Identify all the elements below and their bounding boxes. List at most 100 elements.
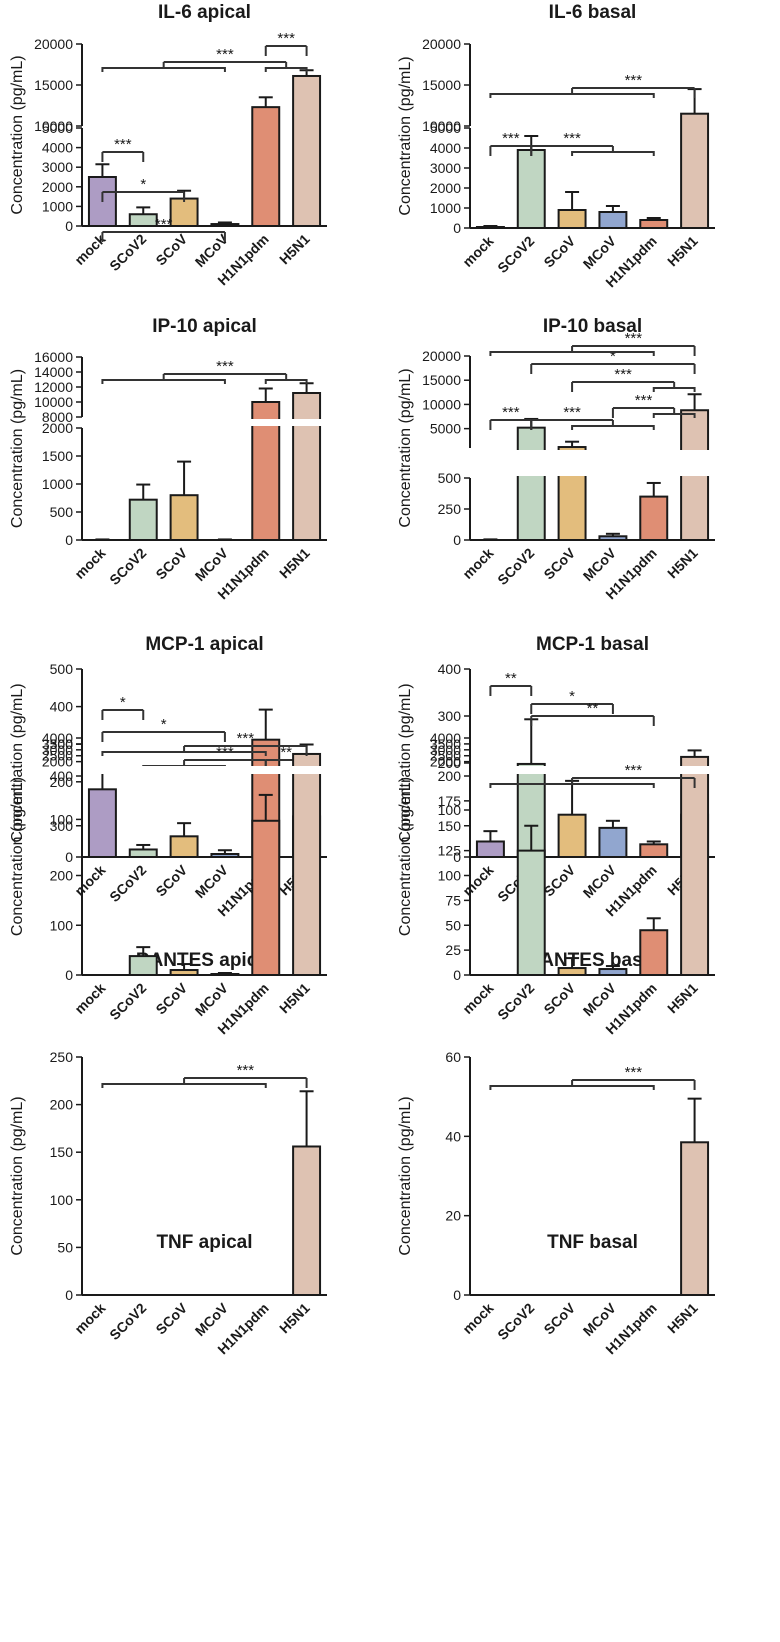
- significance-group: [652, 387, 696, 392]
- bar-h5n1: [680, 1141, 710, 1296]
- significance-label: ***: [625, 762, 643, 779]
- significance-label: ***: [502, 404, 520, 421]
- y-axis-label: Concentration (pg/mL): [397, 368, 414, 527]
- y-tick-label: 4000: [430, 140, 461, 156]
- chart-title: IL-6 basal: [549, 2, 637, 23]
- y-tick-label: 0: [65, 967, 73, 983]
- y-tick-label: 250: [438, 501, 462, 517]
- y-tick-label: 50: [57, 1239, 73, 1255]
- y-tick-label: 150: [50, 1144, 74, 1160]
- chart-title: MCP-1 basal: [536, 634, 649, 655]
- y-tick-label: 10000: [422, 118, 461, 134]
- y-tick-label: 8000: [42, 409, 73, 425]
- y-tick-label: 0: [453, 532, 461, 548]
- chart-panel: TNF basal Concentration (pg/mL) 0 20 40 60 moc…: [397, 1049, 715, 1357]
- chart-panel: TNF apical Concentration (pg/mL) 0 50 100 150…: [9, 1049, 327, 1357]
- y-tick-label: 10000: [34, 394, 73, 410]
- bar-h1n1pdm: [639, 843, 669, 858]
- chart-title: MCP-1 apical: [145, 634, 263, 655]
- significance-group: [571, 425, 655, 430]
- x-tick-label: MCoV: [580, 232, 620, 272]
- y-axis-label: Concentration (pg/mL): [397, 1096, 414, 1255]
- y-tick-label: 0: [453, 1287, 461, 1303]
- significance-label: ***: [216, 358, 234, 375]
- y-tick-label: 5000: [430, 120, 461, 136]
- x-tick-label: SCoV2: [106, 545, 149, 588]
- y-tick-label: 2000: [430, 180, 461, 196]
- y-tick-label: 150: [438, 818, 462, 834]
- x-tick-label: H5N1: [276, 231, 313, 268]
- x-tick-label: MCoV: [192, 544, 232, 584]
- y-tick-label: 3000: [430, 160, 461, 176]
- y-tick-label: 3000: [42, 742, 73, 758]
- bar-h1n1pdm: [251, 819, 281, 977]
- significance-label: ***: [237, 1062, 255, 1079]
- bar-scov2: [128, 498, 158, 541]
- significance-label: ***: [625, 330, 643, 347]
- y-tick-label: 20000: [422, 36, 461, 52]
- significance-group: [101, 67, 226, 72]
- axis-break-gap: [83, 766, 328, 774]
- y-axis-label: Concentration (pg/mL): [9, 55, 26, 214]
- bar-mcov: [598, 535, 628, 542]
- significance-label: ***: [277, 30, 295, 47]
- y-tick-label: 3000: [430, 742, 461, 758]
- y-tick-label: 1000: [430, 200, 461, 216]
- bar-scov: [557, 813, 587, 859]
- y-tick-label: 400: [50, 699, 74, 715]
- bar-h1n1pdm: [639, 929, 669, 976]
- bar-mcov: [598, 968, 628, 977]
- y-tick-label: 0: [453, 220, 461, 236]
- bar-scov2: [128, 213, 158, 228]
- y-tick-label: 2000: [42, 179, 73, 195]
- y-tick-label: 200: [438, 768, 462, 784]
- x-tick-label: SCoV2: [494, 980, 537, 1023]
- x-tick-label: SCoV: [152, 1299, 190, 1337]
- significance-label: ***: [635, 392, 653, 409]
- y-tick-label: 100: [50, 811, 74, 827]
- y-tick-label: 100: [438, 868, 462, 884]
- x-tick-label: SCoV: [540, 232, 578, 270]
- y-tick-label: 300: [50, 818, 74, 834]
- y-tick-label: 1500: [42, 448, 73, 464]
- y-tick-label: 3500: [430, 736, 461, 752]
- chart-panel: IP-10 basal Concentration (pg/mL) 0 250 500 5…: [397, 316, 716, 602]
- x-tick-label: H5N1: [664, 1300, 701, 1337]
- y-tick-label: 10000: [34, 118, 73, 134]
- y-tick-label: 2000: [42, 754, 73, 770]
- significance-label: ***: [625, 72, 643, 89]
- y-tick-label: 4000: [430, 730, 461, 746]
- y-tick-label: 4000: [42, 140, 73, 156]
- y-tick-label: 15000: [422, 77, 461, 93]
- significance-label: **: [505, 670, 517, 687]
- y-tick-label: 60: [445, 1049, 461, 1065]
- y-tick-label: 500: [438, 470, 462, 486]
- bar-h5n1: [292, 74, 322, 228]
- y-tick-label: 500: [50, 504, 74, 520]
- significance-group: [101, 1083, 267, 1088]
- y-tick-label: 300: [438, 708, 462, 724]
- x-tick-label: mock: [71, 545, 108, 582]
- y-tick-label: 25: [445, 942, 461, 958]
- y-tick-label: 2500: [42, 748, 73, 764]
- bar-scov2: [516, 426, 546, 541]
- x-tick-label: mock: [459, 862, 496, 899]
- y-tick-label: 400: [50, 768, 74, 784]
- chart-title: TNF basal: [547, 1232, 638, 1253]
- bar-h5n1: [680, 755, 710, 977]
- significance-label: ***: [625, 1064, 643, 1081]
- y-tick-label: 0: [65, 1287, 73, 1303]
- x-tick-label: mock: [71, 862, 108, 899]
- x-tick-label: SCoV2: [494, 233, 537, 276]
- significance-label: ***: [237, 730, 255, 747]
- significance-label: *: [569, 688, 575, 705]
- y-tick-label: 40: [445, 1128, 461, 1144]
- significance-label: ***: [502, 130, 520, 147]
- bar-h5n1: [680, 112, 710, 229]
- bar-scov: [557, 209, 587, 229]
- x-tick-label: SCoV: [152, 979, 190, 1017]
- y-tick-label: 200: [438, 755, 462, 771]
- bar-scov: [169, 494, 199, 542]
- y-tick-label: 100: [50, 917, 74, 933]
